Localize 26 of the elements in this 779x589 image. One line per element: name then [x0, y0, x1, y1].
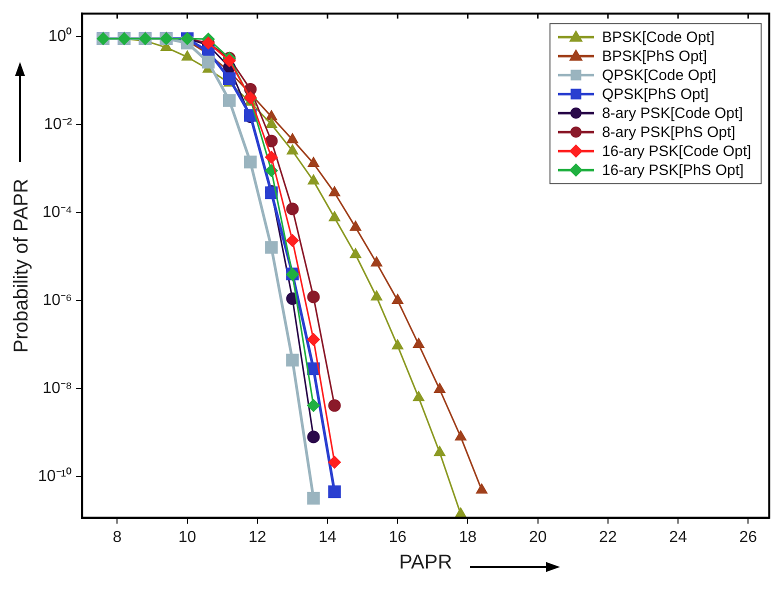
y-tick-label: 10⁻⁴ — [42, 204, 72, 221]
y-tick-label: 10⁰ — [48, 26, 72, 45]
x-axis-title: PAPR — [399, 552, 452, 574]
y-axis-title: Probability of PAPR — [10, 178, 33, 353]
legend-label: 8-ary PSK[Code Opt] — [602, 105, 743, 122]
legend-label: 16-ary PSK[Code Opt] — [602, 143, 752, 160]
y-tick-label: 10⁻⁸ — [42, 380, 72, 397]
x-tick-label: 8 — [112, 528, 122, 546]
y-tick-label: 10⁻¹⁰ — [38, 466, 72, 485]
x-tick-label: 16 — [388, 528, 407, 546]
legend-label: 8-ary PSK[PhS Opt] — [602, 124, 736, 142]
x-tick-label: 12 — [248, 528, 266, 546]
x-tick-label: 10 — [178, 528, 196, 546]
x-tick-label: 18 — [458, 528, 477, 546]
legend-label: BPSK[PhS Opt] — [602, 48, 708, 66]
y-tick-label: 10⁻⁶ — [42, 292, 72, 309]
legend-label: QPSK[Code Opt] — [602, 67, 716, 84]
x-tick-label: 24 — [669, 528, 688, 546]
x-tick-label: 20 — [528, 528, 547, 546]
legend-label: 16-ary PSK[PhS Opt] — [602, 162, 744, 180]
x-tick-label: 22 — [599, 528, 617, 546]
x-tick-label: 14 — [318, 528, 337, 546]
legend-label: QPSK[PhS Opt] — [602, 86, 709, 104]
y-tick-label: 10⁻² — [44, 116, 73, 133]
legend-label: BPSK[Code Opt] — [602, 29, 715, 46]
x-tick-label: 26 — [739, 528, 758, 546]
